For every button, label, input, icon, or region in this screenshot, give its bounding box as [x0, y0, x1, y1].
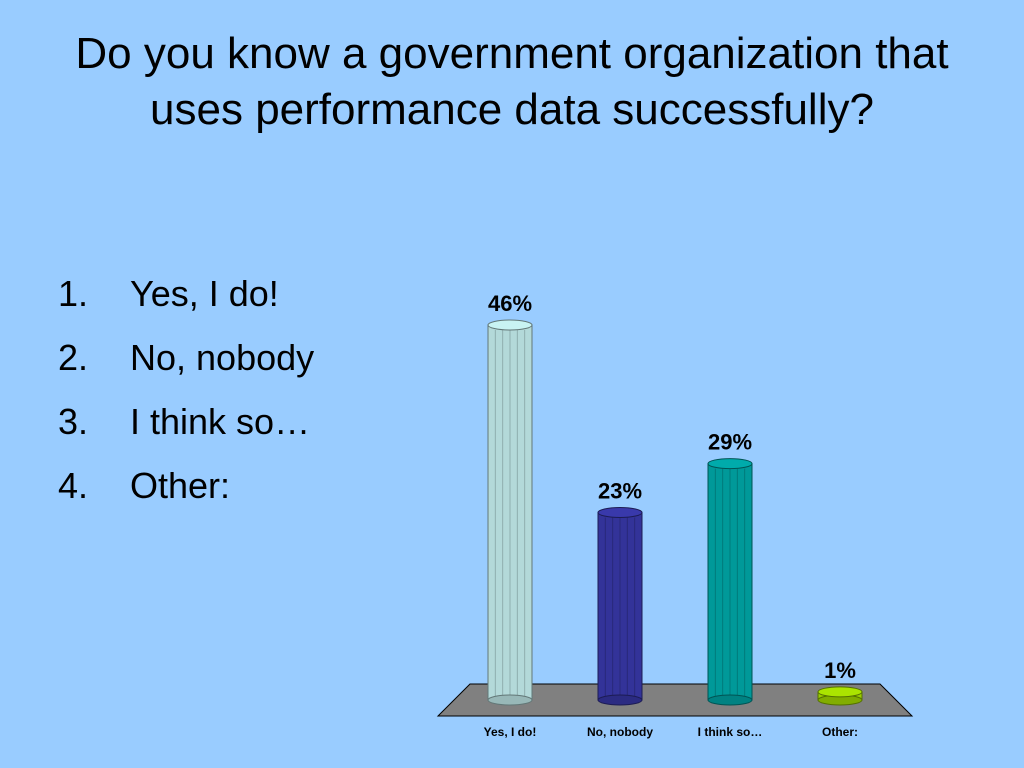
answer-option: 3. I think so… — [58, 390, 314, 454]
bar — [817, 686, 863, 706]
answer-option-label: Other: — [130, 465, 231, 506]
data-label: 1% — [824, 658, 856, 683]
answer-option-number: 4. — [58, 465, 89, 506]
answer-option-label: Yes, I do! — [130, 273, 279, 314]
bars-layer — [487, 319, 863, 706]
category-label: No, nobody — [587, 725, 653, 739]
answer-option-number: 2. — [58, 337, 89, 378]
category-label: I think so… — [698, 725, 763, 739]
answer-option-number: 3. — [58, 401, 89, 442]
bar-base — [597, 694, 643, 706]
category-label: Yes, I do! — [484, 725, 537, 739]
bar-base — [707, 694, 753, 706]
answer-option-label: I think so… — [130, 401, 311, 442]
slide-title: Do you know a government organization th… — [75, 29, 949, 134]
data-label: 29% — [708, 430, 752, 455]
bar — [597, 507, 643, 706]
answer-options-list: 1. Yes, I do! 2. No, nobody 3. I think so… … — [58, 262, 314, 518]
answer-option: 2. No, nobody — [58, 326, 314, 390]
bar-top — [487, 319, 533, 331]
bar — [487, 319, 533, 706]
category-label: Other: — [822, 725, 858, 739]
answer-option-label: No, nobody — [130, 337, 315, 378]
bar-top — [817, 686, 863, 698]
data-labels-layer: 46% 23% 29% 1% — [488, 291, 856, 683]
data-label: 46% — [488, 291, 532, 316]
bar — [707, 458, 753, 706]
answer-option: 1. Yes, I do! — [58, 262, 314, 326]
bar-top — [597, 507, 643, 518]
bar-top — [707, 458, 753, 470]
category-labels-layer: Yes, I do! No, nobody I think so… Other: — [484, 725, 858, 739]
poll-results-chart: 46% 23% 29% 1% Yes, I do! No, nobody I think … — [436, 291, 914, 739]
data-label: 23% — [598, 479, 642, 504]
answer-option-number: 1. — [58, 273, 89, 314]
bar-base — [487, 694, 533, 706]
answer-option: 4. Other: — [58, 454, 314, 518]
